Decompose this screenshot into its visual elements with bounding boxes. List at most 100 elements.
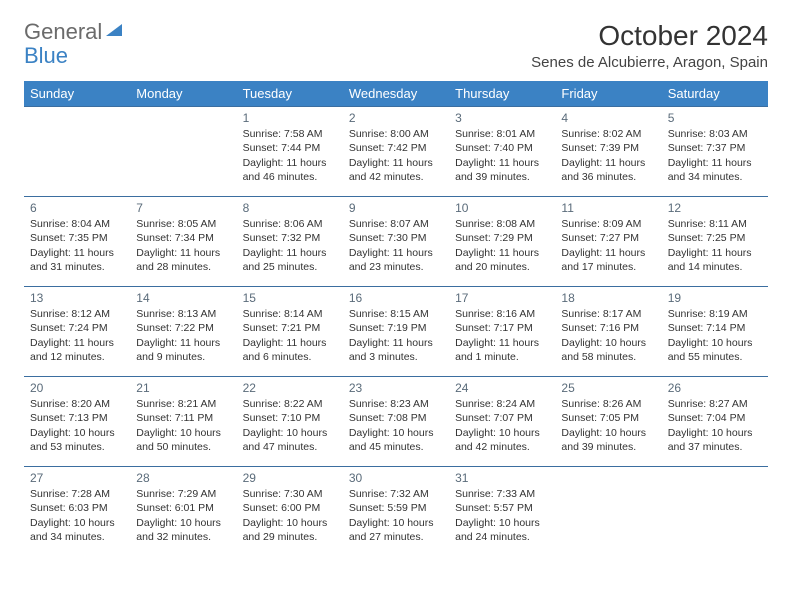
day-details: Sunrise: 8:17 AMSunset: 7:16 PMDaylight:… [561,307,655,364]
day-number: 20 [30,380,124,396]
calendar-empty-cell [130,107,236,197]
day-number: 13 [30,290,124,306]
calendar-week-row: 27Sunrise: 7:28 AMSunset: 6:03 PMDayligh… [24,467,768,557]
title-block: October 2024 Senes de Alcubierre, Aragon… [531,20,768,71]
calendar-day-cell: 30Sunrise: 7:32 AMSunset: 5:59 PMDayligh… [343,467,449,557]
day-number: 2 [349,110,443,126]
day-number: 14 [136,290,230,306]
day-details: Sunrise: 7:29 AMSunset: 6:01 PMDaylight:… [136,487,230,544]
calendar-day-cell: 15Sunrise: 8:14 AMSunset: 7:21 PMDayligh… [237,287,343,377]
day-number: 27 [30,470,124,486]
weekday-header: Thursday [449,81,555,107]
day-details: Sunrise: 8:26 AMSunset: 7:05 PMDaylight:… [561,397,655,454]
logo-line1: General [24,19,102,44]
day-details: Sunrise: 8:19 AMSunset: 7:14 PMDaylight:… [668,307,762,364]
calendar-day-cell: 27Sunrise: 7:28 AMSunset: 6:03 PMDayligh… [24,467,130,557]
logo: General Blue [24,20,124,68]
weekday-header: Friday [555,81,661,107]
calendar-day-cell: 10Sunrise: 8:08 AMSunset: 7:29 PMDayligh… [449,197,555,287]
day-details: Sunrise: 8:03 AMSunset: 7:37 PMDaylight:… [668,127,762,184]
day-number: 7 [136,200,230,216]
calendar-body: 1Sunrise: 7:58 AMSunset: 7:44 PMDaylight… [24,107,768,557]
calendar-day-cell: 25Sunrise: 8:26 AMSunset: 7:05 PMDayligh… [555,377,661,467]
calendar-day-cell: 24Sunrise: 8:24 AMSunset: 7:07 PMDayligh… [449,377,555,467]
calendar-day-cell: 9Sunrise: 8:07 AMSunset: 7:30 PMDaylight… [343,197,449,287]
calendar-day-cell: 31Sunrise: 7:33 AMSunset: 5:57 PMDayligh… [449,467,555,557]
day-number: 18 [561,290,655,306]
day-number: 6 [30,200,124,216]
day-number: 28 [136,470,230,486]
calendar-week-row: 13Sunrise: 8:12 AMSunset: 7:24 PMDayligh… [24,287,768,377]
day-details: Sunrise: 8:20 AMSunset: 7:13 PMDaylight:… [30,397,124,454]
day-details: Sunrise: 8:07 AMSunset: 7:30 PMDaylight:… [349,217,443,274]
weekday-header-row: Sunday Monday Tuesday Wednesday Thursday… [24,81,768,107]
day-details: Sunrise: 8:01 AMSunset: 7:40 PMDaylight:… [455,127,549,184]
calendar-day-cell: 21Sunrise: 8:21 AMSunset: 7:11 PMDayligh… [130,377,236,467]
day-details: Sunrise: 8:06 AMSunset: 7:32 PMDaylight:… [243,217,337,274]
day-number: 24 [455,380,549,396]
day-number: 4 [561,110,655,126]
weekday-header: Sunday [24,81,130,107]
logo-triangle-icon [104,20,124,45]
day-details: Sunrise: 8:14 AMSunset: 7:21 PMDaylight:… [243,307,337,364]
day-details: Sunrise: 7:33 AMSunset: 5:57 PMDaylight:… [455,487,549,544]
day-details: Sunrise: 8:04 AMSunset: 7:35 PMDaylight:… [30,217,124,274]
day-details: Sunrise: 8:02 AMSunset: 7:39 PMDaylight:… [561,127,655,184]
logo-text: General Blue [24,20,102,68]
calendar-day-cell: 17Sunrise: 8:16 AMSunset: 7:17 PMDayligh… [449,287,555,377]
calendar-day-cell: 7Sunrise: 8:05 AMSunset: 7:34 PMDaylight… [130,197,236,287]
calendar-empty-cell [555,467,661,557]
calendar-day-cell: 23Sunrise: 8:23 AMSunset: 7:08 PMDayligh… [343,377,449,467]
day-number: 3 [455,110,549,126]
day-number: 19 [668,290,762,306]
calendar-day-cell: 19Sunrise: 8:19 AMSunset: 7:14 PMDayligh… [662,287,768,377]
day-details: Sunrise: 7:30 AMSunset: 6:00 PMDaylight:… [243,487,337,544]
calendar-day-cell: 14Sunrise: 8:13 AMSunset: 7:22 PMDayligh… [130,287,236,377]
calendar-day-cell: 1Sunrise: 7:58 AMSunset: 7:44 PMDaylight… [237,107,343,197]
calendar-week-row: 6Sunrise: 8:04 AMSunset: 7:35 PMDaylight… [24,197,768,287]
day-number: 11 [561,200,655,216]
day-number: 31 [455,470,549,486]
day-details: Sunrise: 8:05 AMSunset: 7:34 PMDaylight:… [136,217,230,274]
calendar-empty-cell [24,107,130,197]
calendar-day-cell: 13Sunrise: 8:12 AMSunset: 7:24 PMDayligh… [24,287,130,377]
calendar-week-row: 1Sunrise: 7:58 AMSunset: 7:44 PMDaylight… [24,107,768,197]
day-number: 15 [243,290,337,306]
day-details: Sunrise: 7:58 AMSunset: 7:44 PMDaylight:… [243,127,337,184]
day-number: 1 [243,110,337,126]
calendar-day-cell: 29Sunrise: 7:30 AMSunset: 6:00 PMDayligh… [237,467,343,557]
calendar-day-cell: 16Sunrise: 8:15 AMSunset: 7:19 PMDayligh… [343,287,449,377]
calendar-day-cell: 4Sunrise: 8:02 AMSunset: 7:39 PMDaylight… [555,107,661,197]
calendar-day-cell: 11Sunrise: 8:09 AMSunset: 7:27 PMDayligh… [555,197,661,287]
day-details: Sunrise: 7:32 AMSunset: 5:59 PMDaylight:… [349,487,443,544]
calendar-day-cell: 12Sunrise: 8:11 AMSunset: 7:25 PMDayligh… [662,197,768,287]
day-number: 10 [455,200,549,216]
day-number: 12 [668,200,762,216]
day-details: Sunrise: 8:11 AMSunset: 7:25 PMDaylight:… [668,217,762,274]
weekday-header: Saturday [662,81,768,107]
calendar-day-cell: 18Sunrise: 8:17 AMSunset: 7:16 PMDayligh… [555,287,661,377]
day-details: Sunrise: 8:16 AMSunset: 7:17 PMDaylight:… [455,307,549,364]
day-details: Sunrise: 8:13 AMSunset: 7:22 PMDaylight:… [136,307,230,364]
day-number: 25 [561,380,655,396]
day-number: 16 [349,290,443,306]
calendar-day-cell: 8Sunrise: 8:06 AMSunset: 7:32 PMDaylight… [237,197,343,287]
day-number: 29 [243,470,337,486]
day-number: 23 [349,380,443,396]
day-details: Sunrise: 8:23 AMSunset: 7:08 PMDaylight:… [349,397,443,454]
day-number: 30 [349,470,443,486]
day-details: Sunrise: 8:12 AMSunset: 7:24 PMDaylight:… [30,307,124,364]
calendar-day-cell: 6Sunrise: 8:04 AMSunset: 7:35 PMDaylight… [24,197,130,287]
calendar-empty-cell [662,467,768,557]
calendar-day-cell: 22Sunrise: 8:22 AMSunset: 7:10 PMDayligh… [237,377,343,467]
day-details: Sunrise: 8:08 AMSunset: 7:29 PMDaylight:… [455,217,549,274]
day-details: Sunrise: 8:09 AMSunset: 7:27 PMDaylight:… [561,217,655,274]
day-details: Sunrise: 8:21 AMSunset: 7:11 PMDaylight:… [136,397,230,454]
calendar-table: Sunday Monday Tuesday Wednesday Thursday… [24,81,768,556]
month-title: October 2024 [531,20,768,52]
calendar-day-cell: 3Sunrise: 8:01 AMSunset: 7:40 PMDaylight… [449,107,555,197]
weekday-header: Monday [130,81,236,107]
day-number: 26 [668,380,762,396]
calendar-week-row: 20Sunrise: 8:20 AMSunset: 7:13 PMDayligh… [24,377,768,467]
header: General Blue October 2024 Senes de Alcub… [24,20,768,71]
